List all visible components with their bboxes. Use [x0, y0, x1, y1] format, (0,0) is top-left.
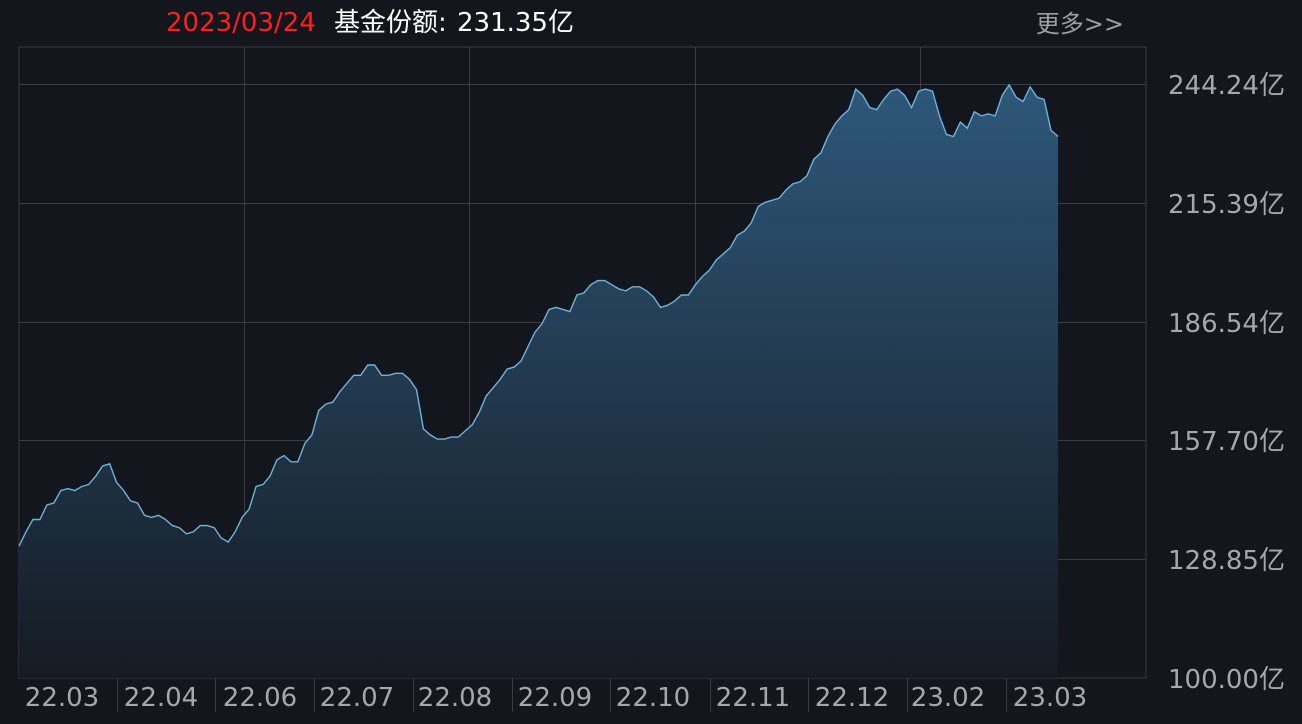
y-tick-label: 244.24亿 — [1168, 71, 1285, 101]
header-date: 2023/03/24 — [166, 8, 316, 38]
y-tick-label: 128.85亿 — [1168, 546, 1285, 576]
header-share-label: 基金份额: — [334, 8, 447, 38]
more-link[interactable]: 更多>> — [1036, 10, 1124, 38]
x-tick-label: 22.06 — [223, 683, 297, 713]
x-tick-label: 22.12 — [815, 683, 889, 713]
x-tick-label: 23.03 — [1013, 683, 1087, 713]
x-tick-label: 23.02 — [911, 683, 985, 713]
y-axis-ticks: 244.24亿 215.39亿 186.54亿 157.70亿 128.85亿 100.0… — [1168, 71, 1285, 695]
x-axis-ticks: 22.03 22.04 22.06 22.07 22.08 22.09 22.10 22.11… — [25, 683, 1087, 713]
x-tick-label: 22.10 — [616, 683, 690, 713]
header-share-value: 231.35亿 — [457, 8, 574, 38]
y-tick-label: 186.54亿 — [1168, 309, 1285, 339]
y-tick-label: 215.39亿 — [1168, 190, 1285, 220]
x-tick-label: 22.09 — [518, 683, 592, 713]
x-tick-label: 22.04 — [124, 683, 198, 713]
area-fill — [19, 85, 1058, 678]
x-tick-label: 22.07 — [320, 683, 394, 713]
y-tick-label: 157.70亿 — [1168, 427, 1285, 457]
x-tick-label: 22.11 — [716, 683, 790, 713]
x-tick-label: 22.03 — [25, 683, 99, 713]
series-line — [18, 83, 1059, 547]
x-tick-label: 22.08 — [418, 683, 492, 713]
y-tick-label: 100.00亿 — [1168, 665, 1285, 695]
